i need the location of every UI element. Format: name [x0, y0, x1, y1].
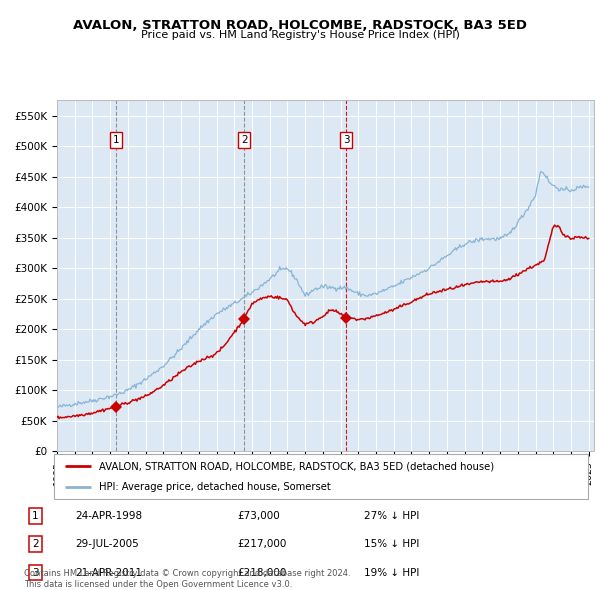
Text: £218,000: £218,000	[237, 568, 286, 578]
Text: 3: 3	[343, 135, 349, 145]
Text: HPI: Average price, detached house, Somerset: HPI: Average price, detached house, Some…	[100, 481, 331, 491]
Text: 15% ↓ HPI: 15% ↓ HPI	[364, 539, 419, 549]
Text: AVALON, STRATTON ROAD, HOLCOMBE, RADSTOCK, BA3 5ED: AVALON, STRATTON ROAD, HOLCOMBE, RADSTOC…	[73, 19, 527, 32]
Text: 24-APR-1998: 24-APR-1998	[76, 511, 143, 521]
Text: 27% ↓ HPI: 27% ↓ HPI	[364, 511, 419, 521]
Text: 1: 1	[112, 135, 119, 145]
Text: 29-JUL-2005: 29-JUL-2005	[76, 539, 139, 549]
Text: 2: 2	[241, 135, 248, 145]
Text: Price paid vs. HM Land Registry's House Price Index (HPI): Price paid vs. HM Land Registry's House …	[140, 30, 460, 40]
FancyBboxPatch shape	[54, 454, 588, 499]
Text: 1: 1	[32, 511, 38, 521]
Text: £73,000: £73,000	[237, 511, 280, 521]
Text: 21-APR-2011: 21-APR-2011	[76, 568, 143, 578]
Text: 3: 3	[32, 568, 38, 578]
Text: £217,000: £217,000	[237, 539, 286, 549]
Text: Contains HM Land Registry data © Crown copyright and database right 2024.
This d: Contains HM Land Registry data © Crown c…	[24, 569, 350, 589]
Text: 19% ↓ HPI: 19% ↓ HPI	[364, 568, 419, 578]
Text: AVALON, STRATTON ROAD, HOLCOMBE, RADSTOCK, BA3 5ED (detached house): AVALON, STRATTON ROAD, HOLCOMBE, RADSTOC…	[100, 461, 494, 471]
Text: 2: 2	[32, 539, 38, 549]
